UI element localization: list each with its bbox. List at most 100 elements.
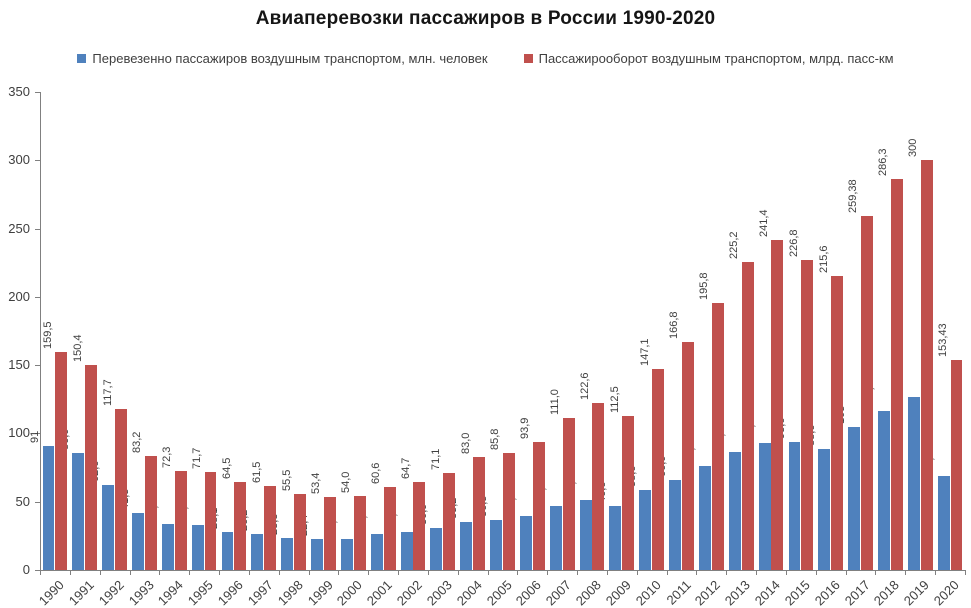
- bar-1990-series1: [55, 352, 68, 570]
- legend-label-passengers: Перевезенно пассажиров воздушным транспо…: [92, 51, 488, 66]
- x-axis-label: 2003: [423, 577, 455, 608]
- bar-value-label: 153,43: [936, 323, 949, 358]
- x-tick: [726, 570, 728, 575]
- y-tick: [35, 228, 40, 230]
- bar-value-label: 122,6: [578, 372, 591, 400]
- bar-value-label: 93,9: [519, 417, 532, 439]
- bar-2000-series1: [353, 496, 366, 570]
- x-axis-label: 2010: [632, 577, 664, 608]
- bar-2015-series1: [801, 260, 814, 570]
- x-tick: [965, 570, 966, 575]
- x-tick: [189, 570, 191, 575]
- x-axis-label: 2008: [572, 577, 604, 608]
- x-axis-label: 1996: [214, 577, 246, 608]
- x-tick: [40, 570, 41, 575]
- y-tick: [35, 296, 40, 298]
- x-axis-label: 2017: [841, 577, 873, 608]
- bar-1996-series0: [221, 531, 234, 570]
- legend-item-turnover: Пассажирооборот воздушным транспортом, м…: [523, 51, 894, 66]
- bar-2004-series1: [473, 456, 486, 570]
- bar-value-label: 85,8: [489, 428, 502, 450]
- bar-2003-series0: [430, 527, 443, 570]
- x-axis-label: 1995: [184, 577, 217, 608]
- y-axis-label: 200: [8, 288, 30, 304]
- bar-2008-series0: [579, 499, 592, 570]
- bar-1994-series1: [174, 471, 187, 570]
- y-tick: [35, 92, 40, 93]
- x-tick: [636, 570, 638, 575]
- x-tick: [248, 570, 250, 575]
- x-axis-label: 2009: [602, 577, 634, 608]
- x-axis-line: [40, 570, 965, 571]
- bar-2016-series0: [818, 448, 831, 570]
- x-tick: [487, 570, 489, 575]
- x-axis-label: 1997: [244, 577, 276, 608]
- bar-2018-series0: [878, 411, 890, 570]
- bar-2009-series1: [622, 416, 635, 570]
- bar-value-label: 300: [907, 138, 920, 158]
- x-tick: [219, 570, 221, 575]
- bar-value-label: 225,2: [728, 231, 741, 260]
- bar-1991-series1: [85, 364, 98, 570]
- y-axis-label: 100: [8, 425, 30, 441]
- x-tick: [547, 570, 549, 575]
- bar-value-label: 64,5: [220, 457, 233, 479]
- bar-2002-series1: [413, 481, 426, 570]
- y-axis-label: 50: [15, 493, 30, 509]
- bar-value-label: 71,1: [429, 448, 442, 470]
- x-axis-label: 2002: [393, 577, 425, 608]
- x-tick: [368, 570, 370, 575]
- x-axis-label: 1998: [274, 577, 306, 608]
- x-axis-label: 2007: [543, 577, 575, 608]
- bar-1997-series0: [251, 534, 264, 570]
- y-axis-line: [40, 92, 41, 571]
- x-tick: [69, 570, 71, 575]
- x-tick: [696, 570, 698, 575]
- bar-value-label: 71,7: [191, 447, 204, 470]
- bar-value-label: 286,3: [877, 148, 890, 176]
- x-axis-label: 2006: [513, 577, 545, 608]
- x-axis-label: 2015: [781, 577, 813, 608]
- x-tick: [577, 570, 579, 575]
- y-axis-label: 0: [22, 562, 30, 577]
- x-tick: [308, 570, 310, 575]
- bar-value-label: 72,3: [161, 446, 174, 469]
- bar-2003-series1: [443, 472, 456, 570]
- x-tick: [756, 570, 758, 575]
- bar-2013-series0: [728, 452, 741, 570]
- x-axis-label: 2004: [453, 577, 485, 608]
- bar-2001-series1: [383, 487, 396, 570]
- x-axis-label: 1991: [65, 577, 97, 608]
- bar-1990-series0: [42, 445, 55, 570]
- bar-value-label: 111,0: [549, 389, 562, 416]
- bar-2011-series1: [681, 342, 694, 570]
- bar-value-label: 55,5: [280, 469, 293, 492]
- y-axis-label: 150: [8, 357, 30, 373]
- x-axis-label: 2016: [811, 577, 843, 608]
- bar-value-label: 150,4: [71, 334, 84, 362]
- x-tick: [99, 570, 101, 575]
- bar-value-label: 91: [29, 430, 41, 443]
- bar-2007-series1: [562, 418, 575, 570]
- x-tick: [935, 570, 937, 575]
- bar-1992-series0: [102, 484, 115, 570]
- bar-2009-series0: [609, 506, 622, 570]
- bar-value-label: 166,8: [668, 311, 681, 340]
- y-axis-label: 250: [8, 220, 30, 236]
- bar-2006-series0: [519, 516, 532, 570]
- bar-2011-series0: [669, 479, 682, 570]
- x-axis-label: 2012: [692, 577, 724, 608]
- bar-value-label: 215,6: [817, 245, 830, 273]
- x-axis-label: 1999: [304, 577, 336, 608]
- bar-2017-series0: [848, 426, 861, 570]
- legend-swatch-red-icon: [523, 54, 533, 63]
- bar-2014-series1: [771, 240, 784, 570]
- x-axis-label: 2013: [722, 577, 754, 608]
- legend: Перевезенно пассажиров воздушным транспо…: [0, 51, 971, 66]
- bar-value-label: 54,0: [340, 471, 353, 494]
- bar-value-label: 195,8: [698, 272, 711, 300]
- bar-2019-series1: [920, 160, 933, 570]
- bar-value-label: 159,5: [41, 321, 54, 350]
- x-axis-label: 2005: [483, 577, 515, 608]
- bar-1998-series0: [281, 538, 294, 570]
